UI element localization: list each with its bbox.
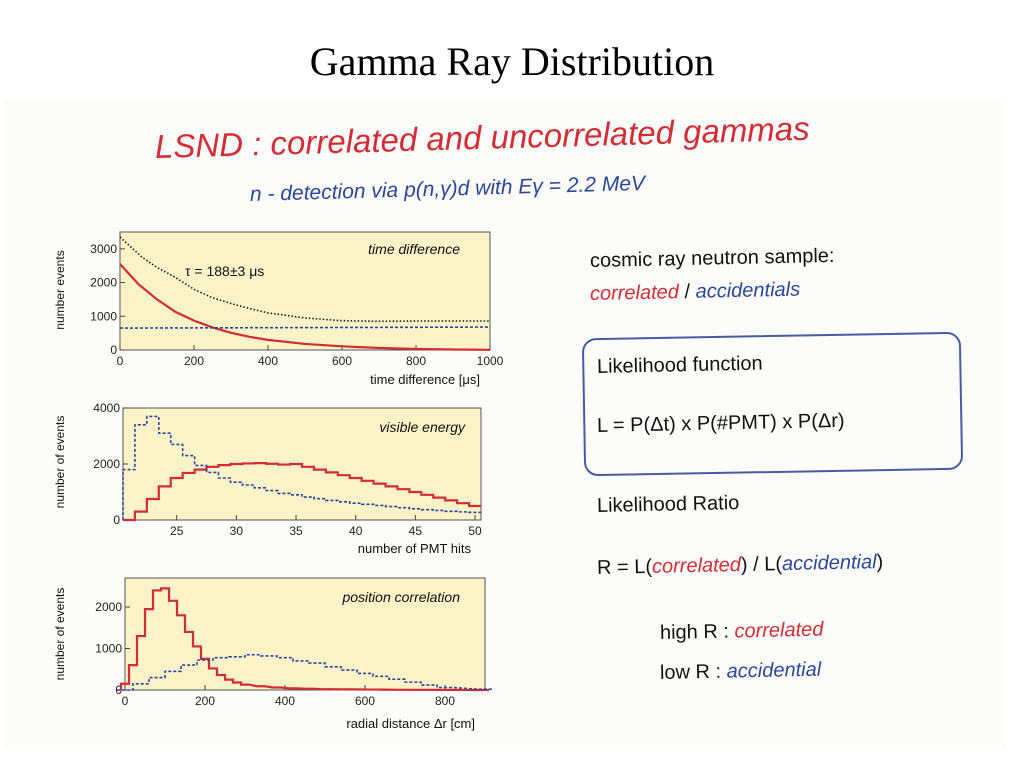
- series-correlated: [119, 587, 489, 692]
- series-correlated: [119, 263, 491, 351]
- x-tick-label: 800: [406, 354, 426, 368]
- ratio-accidential: accidential: [781, 551, 877, 576]
- plot-area: [124, 577, 486, 691]
- y-axis-label: number of events: [53, 588, 67, 681]
- x-tick-label: 400: [258, 354, 278, 368]
- ratio-suffix: ): [876, 551, 884, 574]
- y-tick-label: 4000: [93, 401, 120, 415]
- low-r-line: low R : accidential: [660, 659, 822, 685]
- low-r-label: low R :: [659, 660, 722, 684]
- ratio-prefix: R = L(: [596, 555, 653, 579]
- x-tick-label: 1000: [477, 354, 504, 368]
- y-tick-label: 1000: [95, 642, 122, 656]
- x-tick-label: 600: [332, 354, 352, 368]
- chart-annotation: time difference: [368, 241, 460, 257]
- y-tick-label: 2000: [95, 600, 122, 614]
- plot-area: [119, 231, 491, 351]
- x-tick-label: 400: [275, 694, 295, 708]
- x-axis-label: radial distance Δr [cm]: [346, 716, 475, 731]
- y-tick-label: 2000: [93, 457, 120, 471]
- y-axis-label: number events: [53, 250, 67, 329]
- likelihood-box: [581, 331, 964, 477]
- slash-label: /: [684, 280, 691, 304]
- chart-annotation: position correlation: [341, 589, 460, 605]
- x-tick-label: 45: [409, 524, 423, 538]
- y-tick-label: 1000: [90, 309, 117, 323]
- series-accidental: [119, 326, 491, 329]
- x-tick-label: 25: [170, 524, 184, 538]
- ratio-correlated: correlated: [651, 553, 742, 578]
- low-r-value: accidential: [726, 658, 822, 683]
- y-tick-label: 3000: [90, 242, 117, 256]
- series-total: [119, 236, 490, 323]
- x-axis-label: time difference [μs]: [370, 372, 480, 387]
- chart-annotation: visible energy: [379, 419, 466, 435]
- high-r-line: high R : correlated: [660, 619, 824, 645]
- x-axis-label: number of PMT hits: [358, 541, 472, 556]
- x-tick-label: 200: [195, 694, 215, 708]
- ratio-title: Likelihood Ratio: [596, 492, 740, 517]
- series-correlated: [123, 462, 481, 522]
- series-accidental: [122, 415, 481, 520]
- x-tick-label: 0: [122, 694, 129, 708]
- fit-label: τ = 188±3 μs: [185, 263, 264, 279]
- series-accidental: [117, 653, 493, 691]
- likelihood-title: Likelihood function: [596, 352, 763, 378]
- x-tick-label: 50: [468, 524, 482, 538]
- correlated-label: correlated: [589, 281, 680, 305]
- y-tick-label: 0: [110, 343, 117, 357]
- visible-energy-chart: 25 30 35 40 45 50 0 2000 4000 number of PMT hits n…: [53, 401, 482, 556]
- x-tick-label: 40: [349, 524, 363, 538]
- x-tick-label: 200: [184, 354, 204, 368]
- x-tick-label: 35: [289, 524, 303, 538]
- x-tick-label: 600: [355, 694, 375, 708]
- x-tick-label: 800: [435, 694, 455, 708]
- slide-title: Gamma Ray Distribution: [309, 39, 715, 84]
- y-tick-label: 0: [113, 513, 120, 527]
- ratio-mid: ) / L(: [740, 553, 783, 576]
- accidentials-label: accidentials: [695, 278, 801, 303]
- high-r-label: high R :: [659, 620, 730, 644]
- y-axis-label: number of events: [53, 416, 67, 509]
- sample-legend: correlated / accidentials: [590, 279, 801, 306]
- time-difference-chart: 0 200 400 600 800 1000 0 1000 2000 3000 time diffe…: [53, 231, 504, 387]
- x-tick-label: 0: [117, 354, 124, 368]
- high-r-value: correlated: [734, 618, 824, 643]
- y-tick-label: 2000: [90, 276, 117, 290]
- x-tick-label: 30: [230, 524, 244, 538]
